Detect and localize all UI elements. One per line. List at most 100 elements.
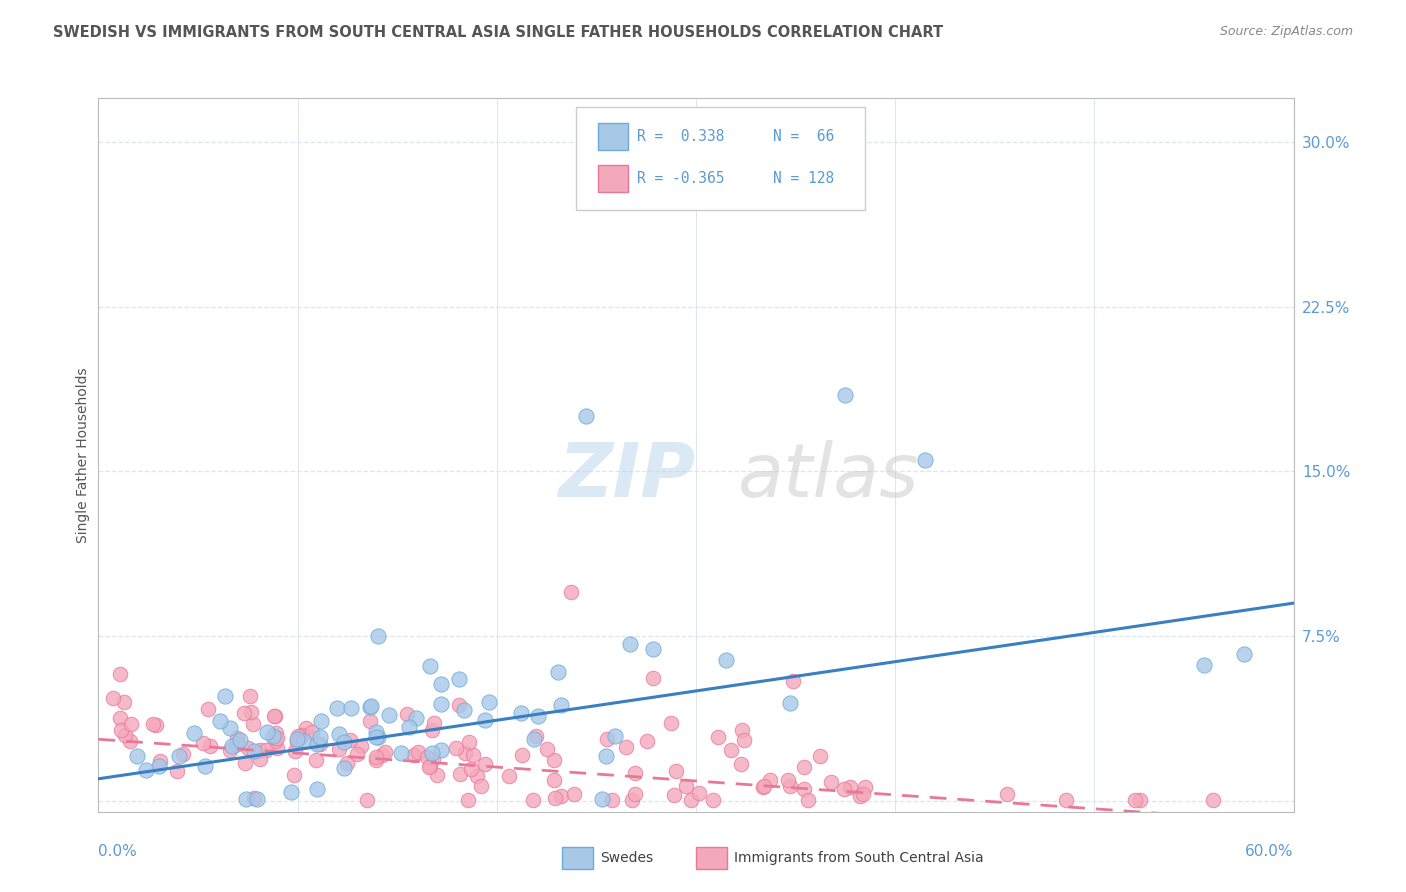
Point [720, 743, 742, 757]
Point [447, 698, 470, 713]
Text: N =  66: N = 66 [773, 129, 835, 144]
Text: 0.0%: 0.0% [98, 844, 138, 859]
Point [262, 729, 284, 743]
Point [776, 772, 799, 787]
Point [285, 735, 308, 749]
Point [458, 734, 481, 748]
Point [214, 689, 236, 703]
Point [356, 792, 378, 806]
Point [366, 750, 388, 764]
Point [246, 791, 269, 805]
Point [420, 723, 443, 737]
Point [447, 672, 470, 686]
Point [430, 697, 453, 711]
Point [194, 759, 217, 773]
Point [263, 733, 285, 747]
Point [544, 791, 567, 805]
Point [305, 782, 328, 797]
Point [624, 787, 647, 801]
Point [688, 786, 710, 800]
Point [419, 659, 441, 673]
Point [359, 699, 381, 714]
Point [198, 739, 221, 753]
Point [229, 733, 252, 747]
Point [336, 756, 359, 770]
Point [714, 653, 737, 667]
Point [167, 749, 190, 764]
Point [779, 779, 801, 793]
Point [110, 667, 132, 681]
Point [226, 737, 249, 751]
Point [406, 745, 429, 759]
Point [444, 740, 467, 755]
Point [235, 791, 257, 805]
Point [619, 637, 641, 651]
Point [219, 742, 242, 756]
Point [285, 732, 308, 747]
Point [543, 752, 565, 766]
Point [256, 724, 278, 739]
Point [832, 781, 855, 796]
Point [226, 731, 249, 745]
Point [221, 739, 243, 754]
Point [301, 725, 323, 739]
Point [752, 780, 775, 794]
Point [449, 766, 471, 780]
Point [283, 768, 305, 782]
Point [328, 727, 350, 741]
Point [614, 739, 637, 754]
Point [367, 629, 389, 643]
Point [110, 723, 132, 737]
Point [596, 731, 619, 746]
Point [197, 701, 219, 715]
Point [782, 673, 804, 688]
Point [465, 769, 488, 783]
Point [402, 747, 425, 762]
Point [562, 787, 585, 801]
Point [820, 775, 842, 789]
Point [325, 701, 347, 715]
Point [239, 690, 262, 704]
Point [453, 746, 475, 760]
Point [636, 734, 658, 748]
Point [398, 720, 420, 734]
Point [524, 729, 547, 743]
Point [366, 753, 388, 767]
Point [914, 453, 936, 467]
Point [389, 746, 412, 760]
Point [591, 791, 613, 805]
Point [426, 768, 449, 782]
Point [280, 785, 302, 799]
Point [641, 642, 664, 657]
Text: Immigrants from South Central Asia: Immigrants from South Central Asia [734, 851, 984, 865]
Point [418, 760, 440, 774]
Point [641, 671, 664, 685]
Point [707, 730, 730, 744]
Point [333, 761, 356, 775]
Point [101, 690, 124, 705]
Point [145, 717, 167, 731]
Point [148, 759, 170, 773]
Point [366, 730, 388, 744]
Point [422, 746, 444, 760]
Point [166, 764, 188, 779]
Point [287, 729, 309, 743]
Point [350, 739, 373, 753]
Point [575, 409, 598, 424]
Point [142, 716, 165, 731]
Point [114, 727, 136, 741]
Point [422, 752, 444, 766]
Point [1129, 792, 1152, 806]
Point [478, 695, 501, 709]
Point [675, 779, 697, 793]
Point [733, 733, 755, 747]
Point [332, 735, 354, 749]
Point [779, 697, 801, 711]
Point [603, 729, 626, 743]
Point [460, 762, 482, 776]
Point [457, 792, 479, 806]
Text: Source: ZipAtlas.com: Source: ZipAtlas.com [1219, 25, 1353, 38]
Y-axis label: Single Father Households: Single Father Households [76, 368, 90, 542]
Point [997, 787, 1019, 801]
Point [292, 733, 315, 747]
